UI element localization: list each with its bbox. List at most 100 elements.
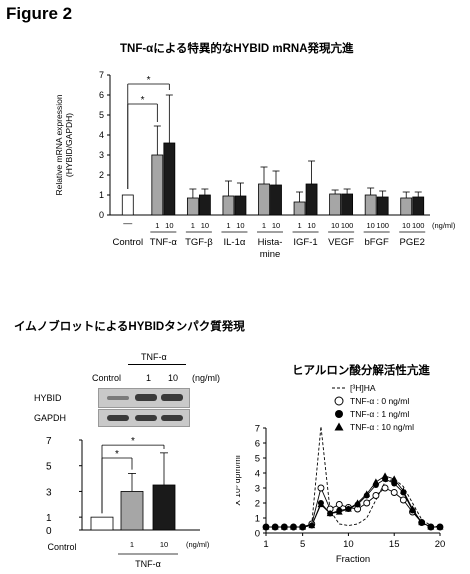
dose-label: 10	[236, 221, 244, 230]
legend-label: TNF-α : 10 ng/ml	[350, 422, 414, 432]
series-line	[266, 426, 441, 528]
x-tick-label: 5	[300, 539, 305, 550]
group-label: TGF-β	[185, 237, 213, 248]
legend-swatch	[334, 422, 344, 431]
dose-label: —	[123, 218, 132, 228]
group-label: TNF-α	[150, 237, 178, 248]
dose-label: 1	[155, 221, 159, 230]
blot-treatment-label: TNF-α	[141, 352, 167, 362]
bar	[186, 197, 199, 216]
bar	[293, 201, 306, 216]
x-tick-label: 10	[343, 539, 354, 550]
y-tick-label: 3	[46, 487, 52, 498]
bar	[120, 491, 144, 531]
data-point	[317, 484, 325, 492]
data-point	[372, 492, 380, 499]
data-point	[271, 523, 279, 530]
dose-label: 10	[201, 221, 209, 230]
significance-star: *	[115, 449, 119, 460]
bar	[198, 194, 211, 216]
dose-label: 1	[226, 221, 230, 230]
data-point	[335, 501, 343, 508]
group-label: Control	[112, 237, 143, 248]
dose-label: 10	[366, 221, 374, 230]
bar	[341, 193, 354, 216]
y-tick-label: 0	[46, 526, 52, 537]
data-point	[354, 499, 361, 506]
y-tick-label: 2	[255, 499, 260, 510]
bar	[329, 193, 342, 216]
bar	[364, 194, 377, 216]
data-point	[299, 523, 307, 530]
ha-degradation-line-chart: 0123456715101520FractionX 10³ dpm/ml[³H]…	[236, 383, 446, 565]
band-hybid-control	[107, 396, 129, 400]
dose-label: 100	[412, 221, 425, 230]
dose-label: 1	[191, 221, 195, 230]
series-line	[266, 475, 440, 528]
x-axis-label: Fraction	[336, 554, 370, 565]
y-tick-label: 5	[255, 454, 260, 465]
row-label-gapdh: GAPDH	[34, 413, 67, 423]
lane-label-10: 10	[168, 373, 179, 383]
bar	[305, 183, 318, 216]
x-tick-label: 1	[263, 539, 268, 550]
group-label: PGE2	[400, 237, 425, 248]
data-point	[326, 509, 334, 517]
bar	[152, 484, 176, 531]
band-hybid-10	[161, 394, 183, 401]
dose-label: 10	[165, 221, 173, 230]
band-gapdh-control	[107, 415, 129, 421]
lane-unit: (ng/ml)	[192, 373, 221, 383]
data-point	[372, 478, 380, 485]
y-tick-label: 0	[99, 210, 104, 220]
x-tick-label: 20	[435, 539, 446, 550]
bar	[258, 183, 270, 216]
bar	[151, 154, 164, 216]
data-point	[308, 521, 316, 529]
unit-label: (ng/ml)	[432, 221, 456, 230]
figure-title: Figure 2	[6, 4, 73, 23]
data-point	[436, 523, 444, 530]
data-point	[399, 487, 407, 494]
legend-label: [³H]HA	[350, 383, 376, 393]
legend-swatch	[335, 410, 343, 418]
dose-label: 100	[341, 221, 354, 230]
bar	[90, 516, 114, 531]
y-tick-label: 0	[255, 529, 260, 540]
series-line	[266, 478, 440, 528]
category-label: 10	[160, 540, 168, 549]
band-hybid-1	[135, 394, 157, 401]
bar	[412, 196, 425, 216]
band-gapdh-10	[161, 415, 183, 421]
bar	[376, 196, 389, 216]
y-axis-label: Relative mRNA expression(HYBID/GAPDH)	[54, 94, 74, 195]
data-point	[345, 505, 352, 512]
y-tick-label: 7	[255, 424, 260, 435]
y-tick-label: 3	[255, 484, 260, 495]
panel-a-title: TNF-αによる特異的なHYBID mRNA発現亢進	[120, 43, 354, 55]
y-tick-label: 7	[99, 70, 104, 80]
category-label: Control	[47, 542, 76, 552]
data-point	[280, 523, 288, 530]
data-point	[390, 475, 398, 482]
legend-label: TNF-α : 1 ng/ml	[350, 409, 409, 419]
y-tick-label: 2	[99, 170, 104, 180]
bar	[222, 195, 235, 216]
group-label: IGF-1	[293, 237, 317, 248]
significance-star: *	[141, 95, 145, 106]
blot-strip-gapdh	[98, 409, 190, 427]
dose-label: 1	[297, 221, 301, 230]
bar	[400, 197, 413, 216]
legend-label: TNF-α : 0 ng/ml	[350, 396, 409, 406]
unit-label: (ng/ml)	[186, 540, 210, 549]
dose-label: 10	[331, 221, 339, 230]
y-tick-label: 1	[255, 514, 260, 525]
y-tick-label: 5	[99, 110, 104, 120]
bar	[163, 142, 176, 216]
panel-b-title: イムノブロットによるHYBIDタンパク質発現	[14, 321, 245, 333]
data-point	[381, 472, 389, 479]
y-tick-label: 1	[46, 513, 52, 524]
y-tick-label: 3	[99, 150, 104, 160]
blot-strip-hybid	[98, 388, 190, 408]
data-point	[390, 489, 398, 496]
